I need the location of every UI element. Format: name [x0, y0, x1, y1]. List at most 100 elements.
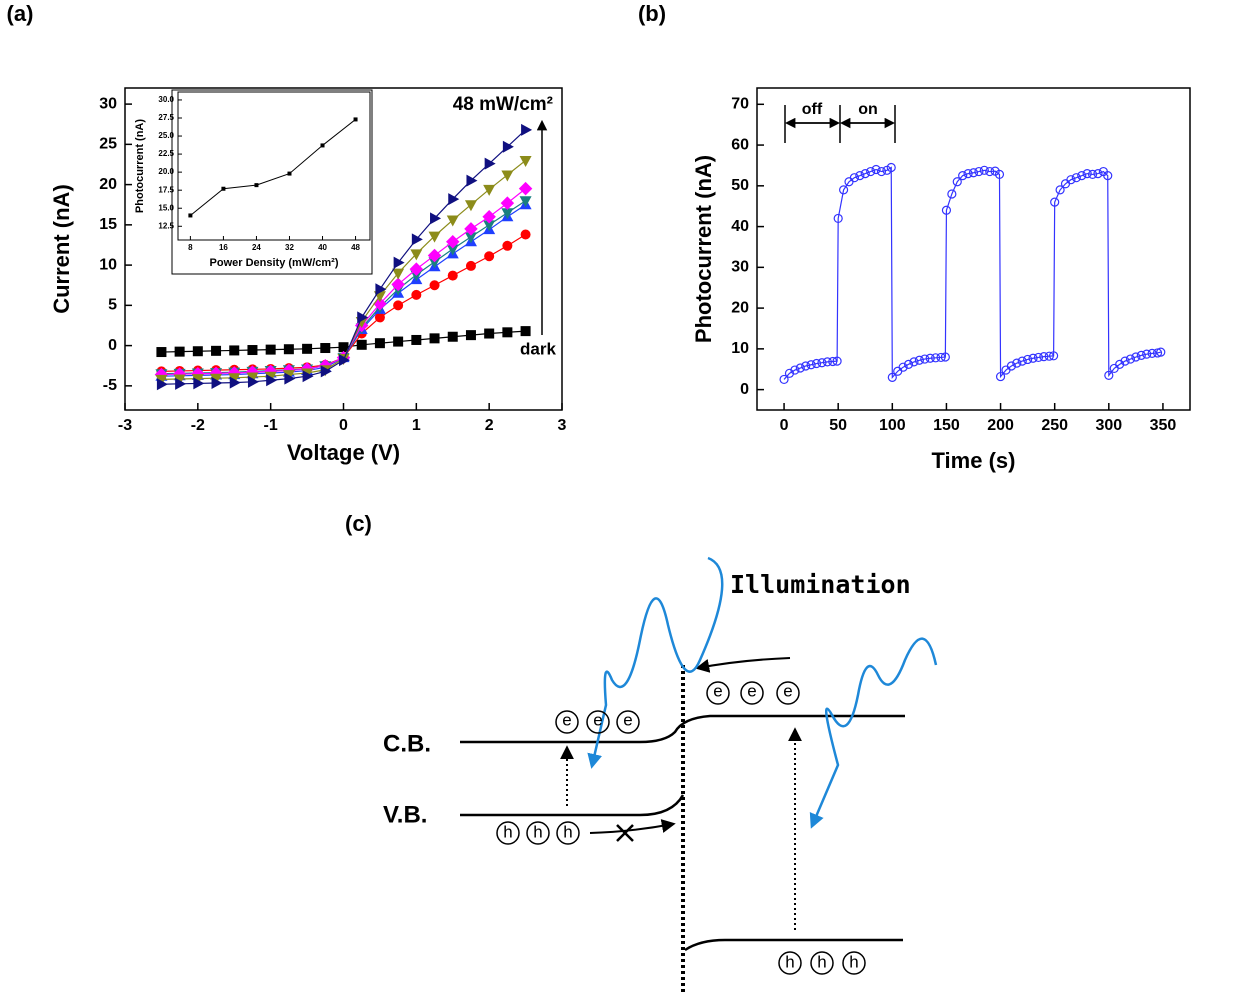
marker: [1077, 171, 1087, 181]
marker: [464, 232, 477, 244]
x-tick-label: 1: [412, 417, 421, 434]
marker: [520, 229, 531, 240]
marker: [1142, 349, 1152, 359]
panel-label: (b): [638, 1, 666, 26]
x-tick-label: 250: [1041, 417, 1068, 434]
marker: [914, 355, 924, 365]
marker: [1017, 356, 1027, 366]
y-tick-label: 20: [99, 176, 117, 193]
plot-frame: [177, 91, 371, 241]
marker: [393, 256, 405, 269]
marker: [429, 280, 440, 291]
marker: [1120, 356, 1130, 366]
y-tick-label: 25.0: [158, 131, 174, 140]
marker: [903, 359, 914, 369]
vb-line: [460, 794, 685, 817]
marker: [806, 360, 816, 370]
marker: [1136, 350, 1146, 360]
x-tick-label: 24: [252, 243, 261, 252]
marker: [936, 352, 946, 363]
y-axis-label: Current (nA): [49, 184, 74, 314]
marker: [156, 347, 167, 358]
marker: [1006, 361, 1016, 371]
marker: [790, 365, 800, 375]
marker: [447, 331, 458, 342]
marker: [247, 345, 258, 356]
marker: [833, 213, 843, 224]
marker: [393, 300, 404, 311]
x-axis-label: Time (s): [932, 448, 1016, 473]
marker: [887, 372, 897, 382]
marker: [247, 375, 259, 388]
marker: [356, 339, 367, 350]
marker: [849, 173, 860, 183]
marker: [465, 260, 476, 271]
marker: [1028, 353, 1038, 363]
hole: h: [817, 952, 826, 971]
electron: e: [783, 681, 792, 700]
blocked-hole-arrow: [589, 819, 676, 834]
x-tick-label: 40: [318, 243, 327, 252]
marker: [995, 371, 1006, 382]
marker: [221, 186, 226, 191]
hole: h: [503, 822, 512, 841]
marker: [175, 377, 187, 390]
marker: [374, 312, 385, 323]
marker: [374, 338, 385, 349]
y-tick-label: 17.5: [158, 185, 174, 194]
annotation: dark: [520, 339, 556, 358]
y-tick-label: 0: [108, 337, 117, 354]
y-tick-label: 22.5: [158, 149, 174, 158]
marker: [283, 344, 294, 355]
series-line: [190, 119, 356, 216]
plot-frame: [756, 87, 1191, 411]
marker: [501, 208, 514, 220]
marker: [1147, 348, 1157, 358]
marker: [254, 183, 259, 188]
marker: [320, 143, 325, 148]
marker: [822, 357, 832, 367]
marker: [974, 166, 984, 177]
marker: [464, 222, 478, 236]
cb-label: C.B.: [383, 730, 431, 757]
electron: e: [562, 710, 571, 729]
marker: [1093, 168, 1103, 179]
marker: [994, 169, 1005, 180]
marker: [411, 233, 423, 246]
series-line: [783, 166, 1161, 380]
marker: [1049, 351, 1059, 361]
x-tick-label: 100: [879, 417, 906, 434]
marker: [392, 268, 405, 280]
marker: [1039, 352, 1049, 362]
marker: [211, 377, 223, 390]
marker: [838, 185, 849, 195]
marker: [795, 363, 805, 373]
marker: [409, 262, 424, 276]
y-tick-label: 10: [99, 256, 117, 273]
x-axis-label: Voltage (V): [287, 440, 400, 465]
marker: [968, 168, 979, 178]
marker: [430, 212, 442, 225]
y-tick-label: 40: [731, 218, 749, 235]
marker: [287, 171, 292, 176]
hole: h: [785, 952, 794, 971]
marker: [518, 181, 533, 196]
annotation: off: [802, 101, 823, 118]
y-tick-label: 60: [731, 136, 749, 153]
panel-label: (c): [345, 511, 372, 536]
x-axis-label: Power Density (mW/cm²): [210, 257, 339, 269]
marker: [855, 171, 865, 181]
cb-line: [460, 714, 905, 744]
x-tick-label: 300: [1095, 417, 1122, 434]
y-tick-label: 20.0: [158, 167, 174, 176]
y-tick-label: 20: [731, 299, 749, 316]
marker: [871, 164, 881, 175]
marker: [466, 174, 478, 187]
marker: [1103, 171, 1113, 181]
marker: [482, 210, 496, 224]
marker: [391, 277, 405, 292]
x-tick-label: -3: [118, 417, 132, 434]
marker: [886, 162, 896, 173]
marker: [320, 343, 331, 354]
marker: [353, 117, 358, 122]
